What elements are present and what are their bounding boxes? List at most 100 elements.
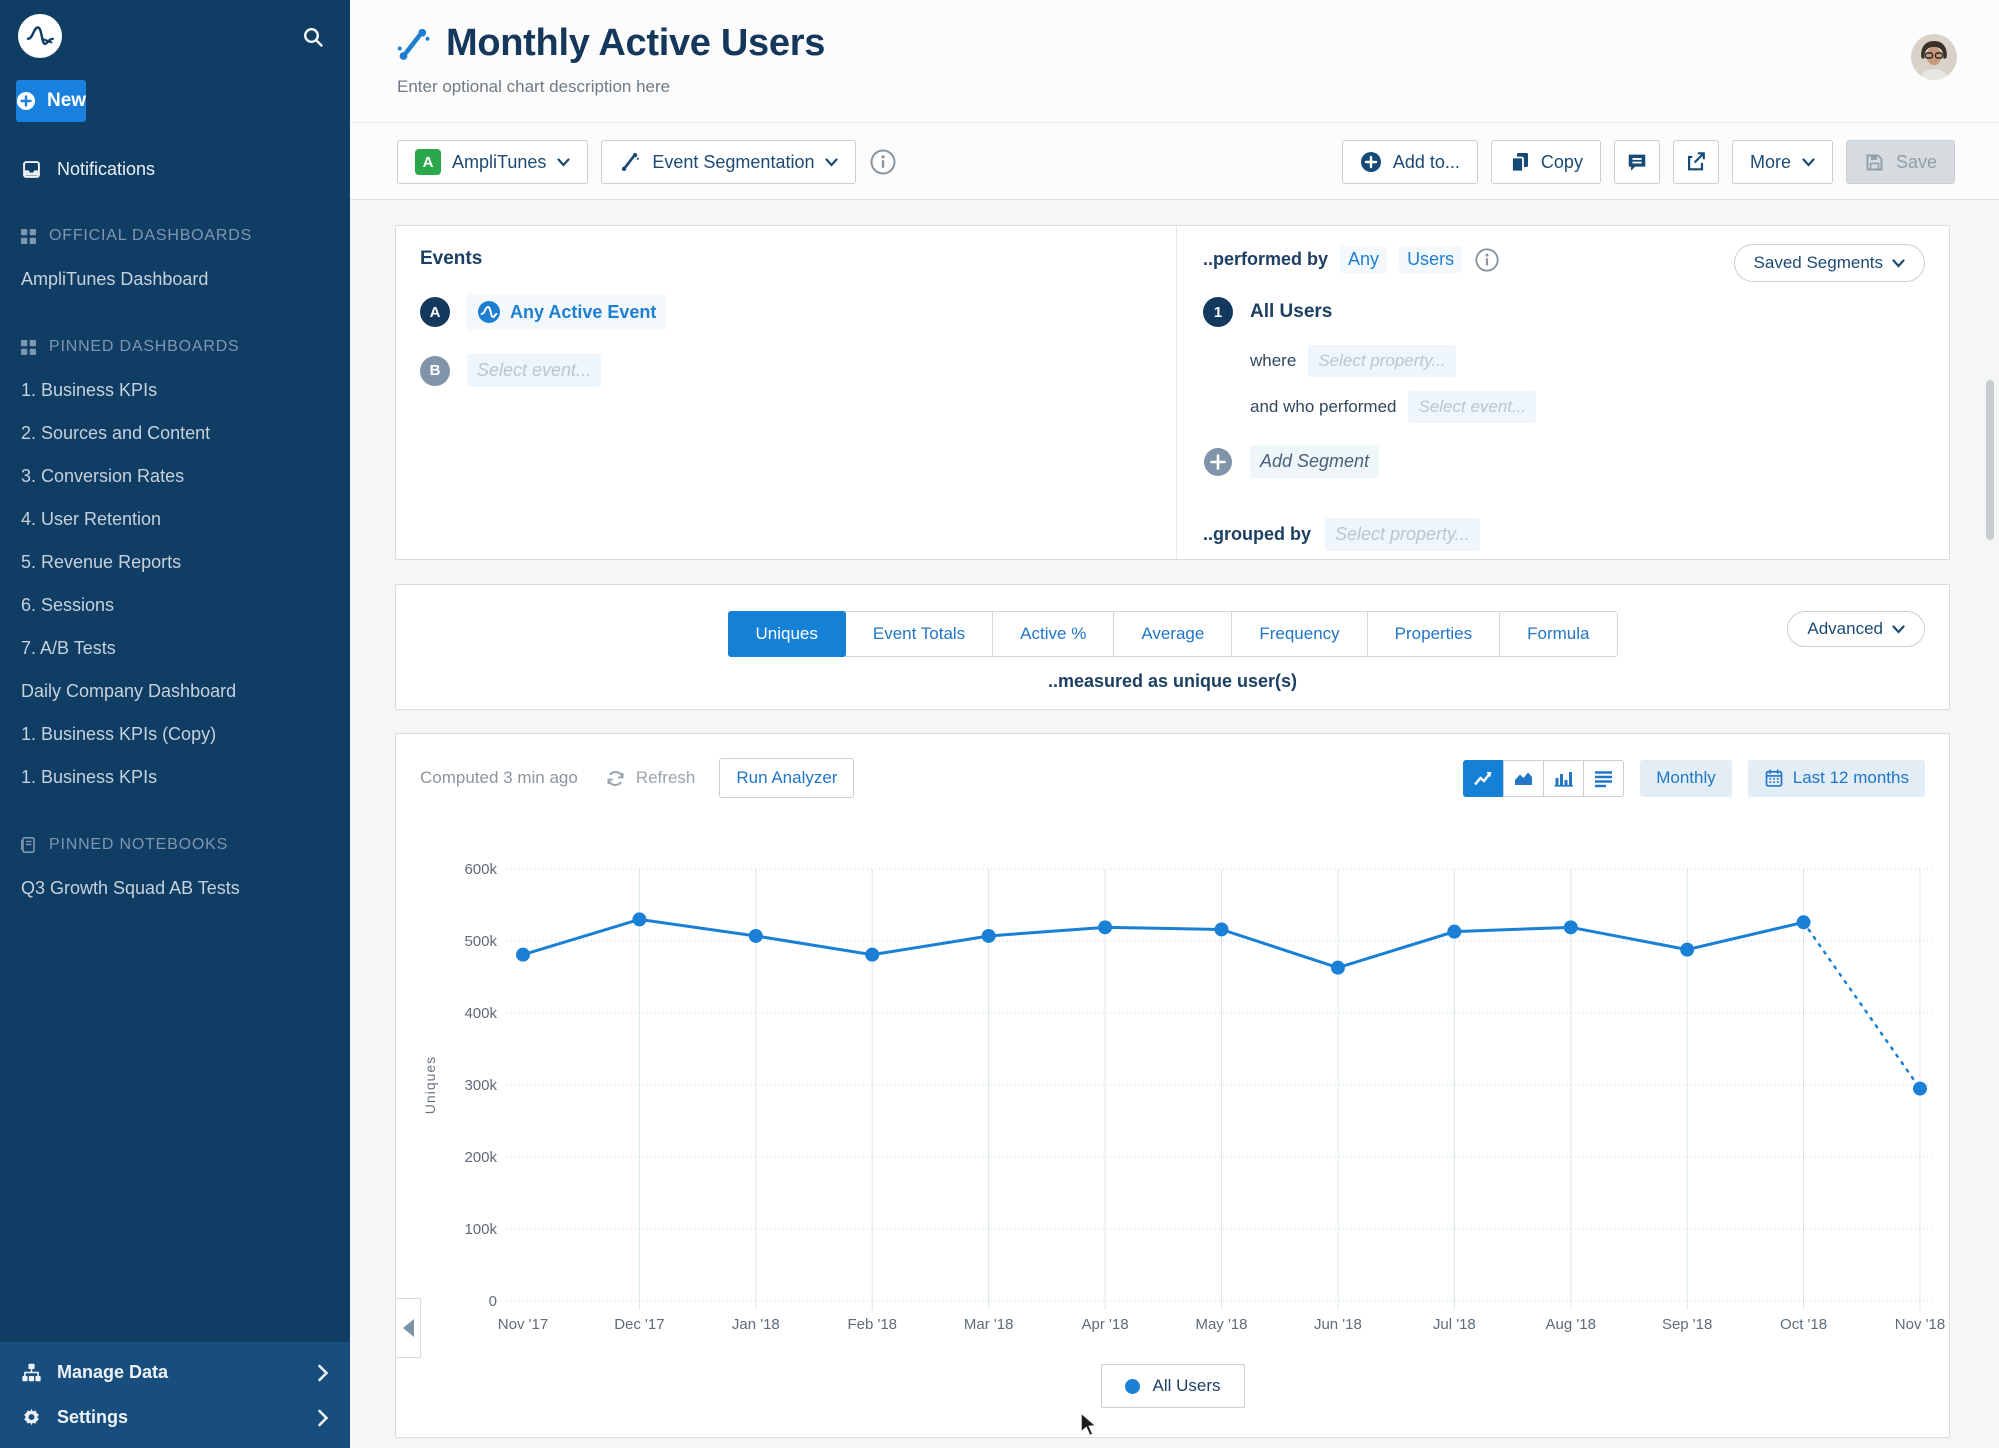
share-icon: [1687, 152, 1705, 171]
scrollbar-thumb[interactable]: [1986, 380, 1994, 540]
interval-button[interactable]: Monthly: [1640, 759, 1732, 797]
tab-event-totals[interactable]: Event Totals: [844, 611, 994, 657]
project-selector[interactable]: A AmpliTunes: [397, 140, 589, 184]
comment-button[interactable]: [1613, 140, 1660, 184]
sidebar-item[interactable]: Daily Company Dashboard: [21, 681, 237, 701]
date-range-button[interactable]: Last 12 months: [1747, 759, 1925, 797]
sidebar-item[interactable]: 4. User Retention: [21, 509, 162, 529]
legend-series-label: All Users: [1152, 1376, 1221, 1395]
more-button[interactable]: More: [1731, 140, 1833, 184]
new-button[interactable]: New: [16, 80, 87, 122]
sidebar-section-title: PINNED DASHBOARDS: [0, 329, 350, 365]
sidebar-item-settings[interactable]: Settings: [0, 1395, 350, 1440]
svg-text:Sep '18: Sep '18: [1662, 1316, 1712, 1333]
legend[interactable]: All Users: [1100, 1364, 1245, 1408]
segment-name[interactable]: All Users: [1250, 301, 1333, 322]
amplitude-event-icon: [478, 301, 500, 323]
performed-any-selector[interactable]: Any: [1340, 246, 1388, 273]
sidebar-section-title: OFFICIAL DASHBOARDS: [0, 218, 350, 254]
advanced-button[interactable]: Advanced: [1787, 611, 1925, 647]
tab-properties[interactable]: Properties: [1366, 611, 1501, 657]
tab-formula[interactable]: Formula: [1499, 611, 1618, 657]
copy-label: Copy: [1540, 151, 1583, 172]
sidebar-item[interactable]: Q3 Growth Squad AB Tests: [21, 878, 240, 898]
notifications-label: Notifications: [57, 158, 156, 179]
line-chart-glyph-icon: [397, 28, 430, 60]
page-title[interactable]: Monthly Active Users: [446, 22, 826, 64]
project-label: AmpliTunes: [452, 151, 547, 172]
chart-type-label: Event Segmentation: [652, 151, 815, 172]
add-to-button[interactable]: Add to...: [1341, 140, 1478, 184]
sidebar-item[interactable]: 1. Business KPIs: [21, 767, 158, 787]
add-to-label: Add to...: [1392, 151, 1460, 172]
performed-users-selector[interactable]: Users: [1399, 246, 1463, 273]
sidebar-item[interactable]: 6. Sessions: [21, 595, 115, 615]
segment-panel: ..performed by Any Users Saved Segments …: [1176, 226, 1949, 559]
search-icon[interactable]: [302, 26, 324, 48]
calendar-icon: [1765, 769, 1783, 787]
share-button[interactable]: [1672, 140, 1719, 184]
sidebar-section-title: PINNED NOTEBOOKS: [0, 827, 350, 863]
bar-chart-icon: [1554, 771, 1574, 787]
event-row-b: B Select event...: [420, 354, 1152, 387]
line-chart-view-button[interactable]: [1463, 759, 1505, 797]
sidebar-footer: Manage Data Settings: [0, 1342, 350, 1448]
notebook-icon: [21, 837, 36, 853]
save-button[interactable]: Save: [1845, 140, 1955, 184]
grouped-by-label: ..grouped by: [1203, 524, 1311, 544]
area-chart-view-button[interactable]: [1503, 759, 1545, 797]
sidebar-item[interactable]: 1. Business KPIs: [21, 380, 158, 400]
sidebar-item[interactable]: 2. Sources and Content: [21, 423, 211, 443]
user-avatar[interactable]: [1911, 34, 1957, 80]
svg-text:May '18: May '18: [1195, 1316, 1247, 1333]
chart-view-toggle: [1463, 759, 1625, 797]
chevron-down-icon: [825, 157, 839, 167]
who-performed-placeholder[interactable]: Select event...: [1408, 391, 1537, 423]
run-analyzer-button[interactable]: Run Analyzer: [719, 758, 855, 798]
who-performed-label: and who performed: [1250, 397, 1397, 416]
sidebar-item[interactable]: 7. A/B Tests: [21, 638, 116, 658]
chart-description-placeholder[interactable]: Enter optional chart description here: [397, 77, 671, 96]
sidebar-item-manage-data[interactable]: Manage Data: [0, 1350, 350, 1395]
svg-text:Mar '18: Mar '18: [964, 1316, 1014, 1333]
plus-circle-icon[interactable]: [1203, 447, 1233, 477]
info-icon[interactable]: [869, 147, 899, 177]
tab-uniques[interactable]: Uniques: [727, 611, 846, 657]
tab-active-[interactable]: Active %: [992, 611, 1115, 657]
inbox-icon: [23, 160, 40, 178]
more-label: More: [1749, 151, 1791, 172]
sidebar-item[interactable]: 3. Conversion Rates: [21, 466, 185, 486]
events-title: Events: [420, 248, 483, 269]
saved-segments-button[interactable]: Saved Segments: [1733, 244, 1925, 282]
svg-text:Jun '18: Jun '18: [1314, 1316, 1362, 1333]
select-event-placeholder[interactable]: Select event...: [467, 354, 602, 387]
performed-by-label: ..performed by: [1203, 249, 1329, 269]
date-range-label: Last 12 months: [1792, 768, 1909, 787]
amplitude-logo[interactable]: [18, 14, 62, 58]
gear-icon: [24, 1408, 39, 1426]
copy-icon: [1511, 153, 1528, 173]
refresh-label: Refresh: [635, 768, 696, 787]
sidebar-item[interactable]: 5. Revenue Reports: [21, 552, 182, 572]
tab-average[interactable]: Average: [1113, 611, 1233, 657]
chevron-down-icon: [1802, 157, 1815, 167]
table-view-button[interactable]: [1583, 759, 1625, 797]
info-icon[interactable]: [1474, 247, 1500, 273]
measure-card: Uniques Event Totals Active % Average Freque…: [395, 584, 1950, 710]
grouped-by-placeholder[interactable]: Select property...: [1325, 518, 1480, 551]
svg-text:Uniques: Uniques: [422, 1056, 438, 1114]
refresh-button[interactable]: Refresh: [604, 767, 696, 790]
sidebar-item[interactable]: AmpliTunes Dashboard: [21, 269, 209, 289]
copy-button[interactable]: Copy: [1490, 140, 1601, 184]
bar-chart-view-button[interactable]: [1543, 759, 1585, 797]
event-selector[interactable]: Any Active Event: [467, 294, 667, 330]
add-segment-button[interactable]: Add Segment: [1250, 445, 1380, 478]
legend-series-dot: [1124, 1378, 1140, 1394]
sidebar-item[interactable]: 1. Business KPIs (Copy): [21, 724, 217, 744]
chart-type-selector[interactable]: Event Segmentation: [601, 140, 857, 184]
sidebar-item-notifications[interactable]: Notifications: [0, 148, 350, 190]
where-property-placeholder[interactable]: Select property...: [1308, 345, 1456, 377]
sitemap-icon: [22, 1363, 41, 1382]
tab-frequency[interactable]: Frequency: [1231, 611, 1368, 657]
collapse-panel-button[interactable]: [395, 1298, 421, 1358]
